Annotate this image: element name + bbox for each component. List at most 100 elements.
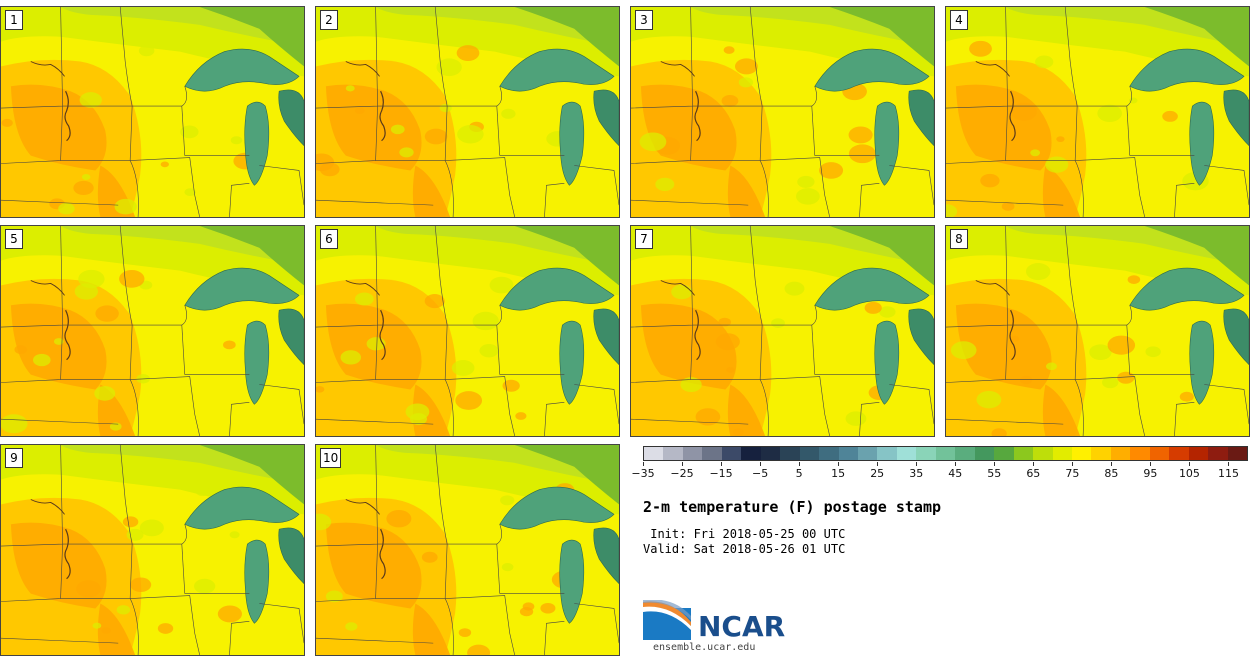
colorbar-swatch bbox=[1033, 447, 1053, 460]
temperature-blotch bbox=[157, 623, 174, 634]
temperature-blotch bbox=[479, 344, 499, 358]
lake-superior bbox=[184, 48, 300, 92]
lake-huron bbox=[908, 308, 934, 366]
river bbox=[64, 528, 71, 580]
temperature-blotch bbox=[1127, 275, 1141, 284]
temperature-blotch bbox=[316, 513, 332, 531]
temperature-blotch bbox=[721, 94, 739, 107]
colorbar-swatch bbox=[721, 447, 742, 460]
temperature-blotch bbox=[1128, 97, 1138, 104]
state-boundary bbox=[1077, 86, 1132, 107]
colorbar-swatch bbox=[741, 447, 761, 460]
lake-michigan bbox=[1189, 320, 1215, 405]
lake-superior bbox=[1129, 48, 1245, 92]
state-boundary bbox=[1204, 384, 1249, 425]
colorbar-swatch bbox=[994, 447, 1014, 460]
temperature-blotch bbox=[340, 350, 362, 365]
river bbox=[694, 90, 701, 142]
temperature-blotch bbox=[193, 578, 216, 594]
river bbox=[64, 309, 71, 361]
lake-superior bbox=[814, 267, 930, 311]
state-boundary bbox=[445, 376, 515, 436]
temperature-map-8 bbox=[946, 226, 1249, 436]
temperature-blotch bbox=[316, 386, 325, 393]
temperature-blotch bbox=[1, 118, 13, 127]
colorbar-tick-label: 15 bbox=[831, 467, 846, 480]
canada-green bbox=[829, 7, 934, 67]
state-boundary bbox=[229, 183, 250, 217]
temperature-blotch bbox=[1010, 102, 1037, 121]
valid-time: Valid: Sat 2018-05-26 01 UTC bbox=[643, 542, 846, 556]
state-boundary bbox=[229, 621, 250, 655]
colorbar-tick-mark bbox=[1033, 462, 1035, 466]
colorbar-swatch bbox=[1227, 447, 1248, 460]
temperature-blotch bbox=[456, 45, 480, 61]
state-boundary bbox=[760, 157, 830, 217]
colorbar-swatch bbox=[1188, 447, 1209, 460]
temperature-map-4 bbox=[946, 7, 1249, 217]
lake-michigan bbox=[244, 539, 270, 624]
temperature-blotch bbox=[1035, 55, 1054, 69]
state-boundary bbox=[132, 86, 187, 107]
temperature-blotch bbox=[399, 147, 414, 158]
lake-michigan bbox=[244, 101, 270, 186]
state-boundary bbox=[1, 637, 119, 644]
temperature-blotch bbox=[715, 333, 740, 351]
colorbar-swatch bbox=[799, 447, 820, 460]
lake-michigan bbox=[244, 320, 270, 405]
state-boundary bbox=[132, 524, 187, 545]
temperature-blotch bbox=[1102, 376, 1119, 389]
temperature-blotch bbox=[680, 377, 702, 393]
lake-superior bbox=[814, 48, 930, 92]
temperature-blotch bbox=[655, 177, 675, 191]
postage-stamp-member-4: 4 bbox=[945, 6, 1250, 218]
river bbox=[30, 499, 65, 515]
temperature-blotch bbox=[1001, 201, 1015, 211]
state-boundary bbox=[316, 199, 434, 206]
temperature-blotch bbox=[950, 341, 977, 360]
init-time: Init: Fri 2018-05-25 00 UTC bbox=[643, 527, 846, 541]
colorbar-tick-mark bbox=[1228, 462, 1230, 466]
temperature-blotch bbox=[515, 412, 527, 420]
member-label: 9 bbox=[5, 448, 23, 468]
temperature-blotch bbox=[354, 107, 365, 115]
river bbox=[1009, 90, 1016, 142]
canada-green bbox=[514, 226, 619, 286]
colorbar-swatch bbox=[935, 447, 956, 460]
colorbar-tick-label: −5 bbox=[751, 467, 769, 480]
colorbar-tick-mark bbox=[643, 462, 644, 466]
lake-huron bbox=[1223, 308, 1249, 366]
temperature-blotch bbox=[138, 45, 155, 57]
temperature-blotch bbox=[325, 590, 343, 603]
colorbar-swatch bbox=[955, 447, 975, 460]
temperature-map-6 bbox=[316, 226, 619, 436]
state-boundary bbox=[762, 86, 817, 107]
temperature-blotch bbox=[501, 563, 514, 572]
colorbar-swatch bbox=[974, 447, 995, 460]
colorbar-tick-mark bbox=[721, 462, 723, 466]
state-boundary bbox=[259, 603, 304, 644]
lake-superior bbox=[184, 267, 300, 311]
colorbar-swatch bbox=[1052, 447, 1072, 460]
colorbar-tick-label: 115 bbox=[1217, 467, 1239, 480]
colorbar-tick-label: 45 bbox=[948, 467, 963, 480]
colorbar-tick-mark bbox=[1189, 462, 1191, 466]
postage-stamp-member-1: 1 bbox=[0, 6, 305, 218]
canada-green bbox=[199, 445, 304, 505]
temperature-blotch bbox=[976, 391, 1002, 409]
temperature-map-1 bbox=[1, 7, 304, 217]
temperature-colorbar bbox=[643, 446, 1248, 461]
colorbar-tick-mark bbox=[955, 462, 957, 466]
temperature-map-10 bbox=[316, 445, 619, 655]
colorbar-tick-label: 25 bbox=[870, 467, 885, 480]
temperature-blotch bbox=[122, 516, 139, 528]
state-boundary bbox=[760, 376, 830, 436]
lake-superior bbox=[1129, 267, 1245, 311]
temperature-blotch bbox=[732, 428, 744, 436]
temperature-blotch bbox=[540, 603, 556, 614]
temperature-blotch bbox=[500, 495, 515, 506]
river bbox=[660, 61, 695, 77]
temperature-blotch bbox=[879, 306, 896, 318]
colorbar-tick-label: −35 bbox=[631, 467, 655, 480]
member-label: 7 bbox=[635, 229, 653, 249]
